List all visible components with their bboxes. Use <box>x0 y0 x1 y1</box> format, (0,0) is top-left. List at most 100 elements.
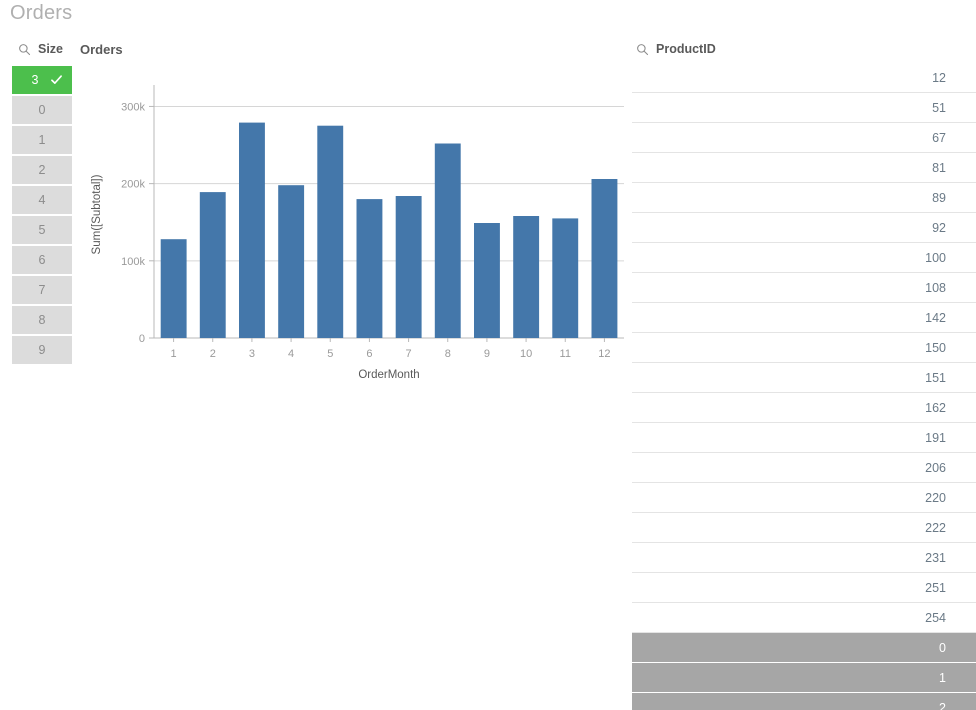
productid-list-item[interactable]: 67 <box>632 123 976 153</box>
x-tick-label: 4 <box>288 348 294 360</box>
productid-list-item-label: 67 <box>932 131 946 145</box>
bar[interactable] <box>395 196 422 338</box>
search-icon[interactable] <box>636 43 649 56</box>
size-list-item[interactable]: 1 <box>12 126 72 154</box>
productid-list-item-label: 51 <box>932 101 946 115</box>
size-list-item[interactable]: 6 <box>12 246 72 274</box>
productid-list-item-label: 100 <box>925 251 946 265</box>
size-filter-pane: Size 3 0 1 2 4 5 6 7 8 9 <box>12 42 76 366</box>
productid-list-item[interactable]: 100 <box>632 243 976 273</box>
x-tick-label: 5 <box>327 348 333 360</box>
productid-list-item[interactable]: 206 <box>632 453 976 483</box>
productid-list-item-label: 1 <box>939 671 946 685</box>
bar[interactable] <box>317 125 344 338</box>
productid-list-item-label: 231 <box>925 551 946 565</box>
productid-list-item-label: 206 <box>925 461 946 475</box>
productid-list-item-label: 89 <box>932 191 946 205</box>
bar[interactable] <box>591 179 618 338</box>
productid-list-item[interactable]: 251 <box>632 573 976 603</box>
productid-list-item[interactable]: 1 <box>632 663 976 693</box>
productid-list-item-label: 108 <box>925 281 946 295</box>
productid-list-item[interactable]: 150 <box>632 333 976 363</box>
productid-list-item-label: 162 <box>925 401 946 415</box>
size-list-item-label: 5 <box>38 223 46 237</box>
bar[interactable] <box>356 199 383 338</box>
bar[interactable] <box>199 192 226 338</box>
bar[interactable] <box>278 185 305 338</box>
size-list-item[interactable]: 4 <box>12 186 72 214</box>
x-tick-label: 6 <box>366 348 372 360</box>
size-filter-header: Size <box>18 42 76 56</box>
x-tick-label: 10 <box>520 348 532 360</box>
size-list-item-label: 9 <box>38 343 46 357</box>
x-tick-label: 12 <box>598 348 610 360</box>
size-list-item-label: 3 <box>31 73 39 87</box>
bar-chart-plot[interactable]: 0 100k 200k 300k 1 2 3 4 5 6 7 8 9 10 11 12 OrderMonth Su… <box>78 64 626 381</box>
productid-list-item-label: 222 <box>925 521 946 535</box>
size-filter-list[interactable]: 3 0 1 2 4 5 6 7 8 9 <box>12 66 72 364</box>
productid-list-item[interactable]: 0 <box>632 633 976 663</box>
bar[interactable] <box>552 218 579 338</box>
productid-list-item[interactable]: 2 <box>632 693 976 710</box>
size-list-item-label: 8 <box>38 313 46 327</box>
size-list-item-label: 2 <box>38 163 46 177</box>
productid-list-item[interactable]: 162 <box>632 393 976 423</box>
y-tick-label: 300k <box>121 101 145 113</box>
size-list-item[interactable]: 2 <box>12 156 72 184</box>
productid-list-item-label: 254 <box>925 611 946 625</box>
size-list-item-label: 7 <box>38 283 46 297</box>
productid-list-item[interactable]: 51 <box>632 93 976 123</box>
size-list-item-label: 0 <box>38 103 46 117</box>
productid-list-item-label: 2 <box>939 701 946 710</box>
productid-list-item-label: 220 <box>925 491 946 505</box>
x-tick-label: 9 <box>484 348 490 360</box>
productid-list-item[interactable]: 222 <box>632 513 976 543</box>
bar[interactable] <box>239 122 265 338</box>
productid-list-item-label: 251 <box>925 581 946 595</box>
productid-list-item-label: 191 <box>925 431 946 445</box>
bar[interactable] <box>434 143 461 339</box>
bar[interactable] <box>474 223 500 338</box>
productid-list-item[interactable]: 108 <box>632 273 976 303</box>
productid-list-item-label: 142 <box>925 311 946 325</box>
size-list-item[interactable]: 7 <box>12 276 72 304</box>
productid-filter-list[interactable]: 12 51 67 81 89 92 100 108 142 150 151 162 191 206 220 2… <box>632 63 976 710</box>
productid-list-item[interactable]: 142 <box>632 303 976 333</box>
productid-list-item[interactable]: 254 <box>632 603 976 633</box>
productid-list-item[interactable]: 151 <box>632 363 976 393</box>
y-tick-label: 200k <box>121 179 145 191</box>
y-axis-title: Sum([Subtotal]) <box>91 174 103 254</box>
size-filter-title: Size <box>38 42 64 56</box>
size-list-item[interactable]: 5 <box>12 216 72 244</box>
orders-chart-card: Orders 0 100k 200k 300k 1 2 3 4 5 6 7 8 9 10 11 12 Order… <box>78 40 626 381</box>
size-list-item[interactable]: 8 <box>12 306 72 334</box>
y-tick-label: 100k <box>121 256 145 268</box>
productid-list-item[interactable]: 220 <box>632 483 976 513</box>
x-tick-label: 11 <box>560 348 571 360</box>
search-icon[interactable] <box>18 43 31 56</box>
productid-list-item[interactable]: 12 <box>632 63 976 93</box>
productid-list-item[interactable]: 191 <box>632 423 976 453</box>
productid-list-item-label: 150 <box>925 341 946 355</box>
check-icon <box>51 75 62 84</box>
x-tick-label: 8 <box>445 348 451 360</box>
productid-list-item-label: 0 <box>939 641 946 655</box>
bar[interactable] <box>160 239 187 338</box>
productid-filter-title: ProductID <box>656 42 716 56</box>
productid-list-item-label: 12 <box>932 71 946 85</box>
x-axis-title: OrderMonth <box>358 369 419 380</box>
size-list-item[interactable]: 0 <box>12 96 72 124</box>
productid-list-item[interactable]: 89 <box>632 183 976 213</box>
size-list-item-label: 6 <box>38 253 46 267</box>
size-list-item[interactable]: 9 <box>12 336 72 364</box>
size-list-item[interactable]: 3 <box>12 66 72 94</box>
productid-list-item[interactable]: 92 <box>632 213 976 243</box>
productid-list-item[interactable]: 231 <box>632 543 976 573</box>
productid-list-item[interactable]: 81 <box>632 153 976 183</box>
bar[interactable] <box>513 216 540 338</box>
productid-list-item-label: 81 <box>932 161 946 175</box>
size-list-item-label: 1 <box>38 133 46 147</box>
y-tick-label: 0 <box>139 333 145 345</box>
